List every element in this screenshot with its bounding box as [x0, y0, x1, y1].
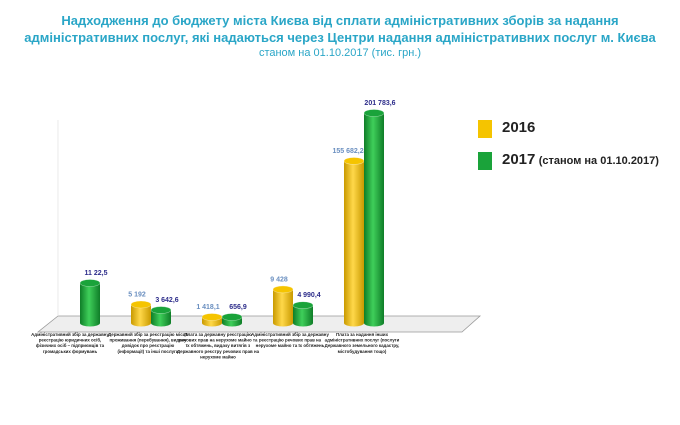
bar-2016-3 [273, 289, 293, 323]
data-label-2017-2: 656,9 [229, 304, 247, 311]
bar-base-2017-0 [80, 319, 100, 327]
data-label-2017-4: 201 783,6 [364, 100, 395, 107]
bar-2016-4 [344, 160, 364, 323]
legend-swatch-2016 [478, 120, 492, 138]
category-label-0: Адміністративний збір за державну реєстра… [31, 332, 109, 354]
data-label-2016-3: 9 428 [270, 276, 288, 283]
bar-base-2016-2 [202, 319, 222, 327]
bar-cap-2016-1 [130, 300, 152, 309]
legend-note-2017: (станом на 01.10.2017) [538, 155, 659, 167]
chart-title-line-1: Надходження до бюджету міста Києва від с… [61, 13, 619, 28]
bar-base-2017-3 [293, 319, 313, 327]
chart-title-line-2: адміністративних послуг, які надаються ч… [24, 30, 656, 45]
bar-base-2016-4 [344, 319, 364, 327]
bar-base-2017-4 [364, 319, 384, 327]
bar-cap-2017-2 [221, 313, 243, 321]
legend-swatch-2017 [478, 152, 492, 170]
chart-subtitle: станом на 01.10.2017 (тис. грн.) [258, 47, 422, 59]
category-label-3: Адміністративний збір за державну реєстра… [251, 332, 329, 348]
bar-cap-2016-4 [343, 157, 365, 165]
bar-base-2016-3 [273, 319, 293, 327]
bar-base-2017-2 [222, 319, 242, 327]
category-label-4: Плата за надання інших адміністративних п… [325, 332, 400, 354]
bar-cap-2017-4 [363, 109, 385, 117]
bar-2017-3 [293, 305, 313, 323]
category-label-2: Плата за державну реєстрацію речових прав… [177, 332, 260, 359]
data-label-2016-1: 5 192 [128, 291, 146, 298]
bar-cap-2017-3 [292, 301, 314, 310]
bar-cap-2017-0 [79, 279, 101, 287]
bar-2016-1 [131, 304, 151, 323]
bar-base-2016-1 [131, 319, 151, 327]
data-label-2017-3: 4 990,4 [297, 292, 320, 299]
bar-cap-2016-3 [272, 285, 294, 294]
data-label-2016-2: 1 418,1 [196, 304, 219, 311]
bar-base-2017-1 [151, 319, 171, 327]
chart-legend: 2016 2017 (станом на 01.10.2017) [478, 120, 668, 184]
bar-2017-4 [364, 113, 384, 323]
bar-cap-2016-2 [201, 313, 223, 321]
data-label-2017-1: 3 642,6 [155, 297, 178, 304]
legend-item-2017: 2017 (станом на 01.10.2017) [478, 152, 668, 170]
chart-floor [36, 315, 482, 333]
data-label-2017-0: 11 22,5 [85, 270, 108, 277]
bar-2017-0 [80, 283, 100, 323]
legend-year-2017: 2017 [502, 151, 536, 168]
category-label-1: Державний збір за реєстрацію місця прожив… [108, 332, 188, 354]
bar-cap-2017-1 [150, 306, 172, 314]
legend-item-2016: 2016 [478, 120, 668, 138]
data-label-2016-4: 155 682,24 [332, 148, 367, 155]
chart-title-block: Надходження до бюджету міста Києва від с… [0, 12, 680, 61]
legend-label-2016: 2016 [502, 120, 535, 136]
legend-label-2017: 2017 (станом на 01.10.2017) [502, 152, 659, 169]
legend-year-2016: 2016 [502, 119, 536, 136]
